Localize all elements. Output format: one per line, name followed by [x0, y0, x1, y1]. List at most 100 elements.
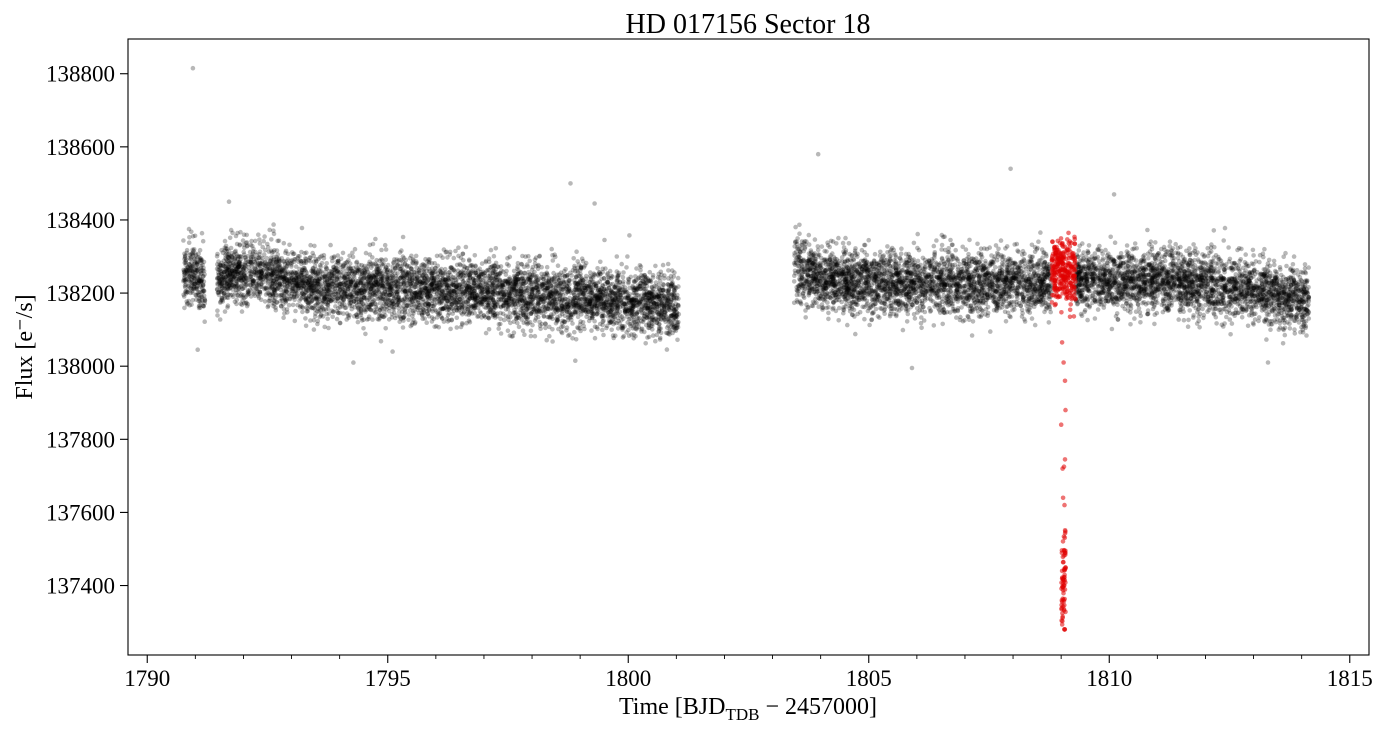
flux-point [653, 338, 658, 344]
flux-point [563, 267, 568, 272]
flux-point [329, 308, 335, 314]
flux-point [189, 268, 194, 274]
flux-point [199, 268, 204, 273]
flux-point [460, 251, 466, 257]
flux-point [196, 271, 201, 277]
flux-point [330, 314, 336, 320]
flux-point [465, 298, 471, 304]
flux-point [397, 319, 403, 325]
flux-point [671, 292, 676, 298]
flux-point [239, 309, 245, 314]
flux-point [196, 267, 201, 272]
flux-point [190, 263, 196, 269]
flux-point [608, 319, 613, 324]
flux-point [198, 278, 204, 283]
flux-point [255, 232, 261, 237]
flux-point [190, 268, 196, 274]
flux-point [191, 272, 196, 278]
flux-point [358, 275, 363, 280]
flux-point [197, 295, 203, 300]
flux-point [185, 265, 190, 271]
flux-point [350, 254, 356, 260]
flux-point [199, 260, 204, 266]
flux-point [192, 267, 197, 273]
flux-points [181, 65, 1312, 371]
flux-point [539, 321, 545, 327]
flux-point [671, 324, 676, 330]
flux-point [189, 277, 194, 282]
flux-point [190, 269, 195, 274]
flux-point [271, 222, 276, 227]
flux-point [186, 226, 192, 232]
flux-point [233, 233, 239, 239]
flux-point [198, 279, 204, 284]
flux-point [195, 280, 201, 286]
flux-point [187, 267, 192, 272]
flux-point [564, 328, 569, 333]
flux-point [200, 283, 206, 289]
flux-point [199, 230, 205, 236]
flux-point [533, 278, 538, 283]
flux-point [490, 295, 495, 300]
flux-point [406, 317, 411, 323]
flux-point [652, 283, 657, 289]
flux-point [189, 286, 194, 292]
flux-point [400, 234, 406, 240]
flux-point [192, 269, 198, 275]
flux-point [587, 274, 593, 279]
flux-point [670, 280, 675, 286]
flux-point [194, 284, 199, 290]
flux-point [243, 260, 248, 265]
flux-point [590, 311, 595, 317]
flux-point [305, 308, 311, 314]
flux-point [186, 261, 192, 267]
flux-point [544, 264, 550, 270]
flux-point [199, 278, 204, 284]
flux-point [428, 293, 433, 298]
flux-point [627, 233, 632, 238]
flux-point [361, 326, 366, 331]
flux-point [620, 335, 626, 340]
flux-point [396, 294, 401, 299]
flux-point [234, 297, 239, 303]
flux-point [344, 317, 350, 322]
flux-point [198, 271, 204, 276]
flux-point [562, 313, 568, 319]
flux-point [227, 235, 233, 241]
flux-point [647, 278, 653, 284]
flux-point [601, 318, 606, 324]
flux-point [189, 302, 194, 307]
flux-point [189, 265, 194, 270]
flux-point [182, 254, 188, 259]
flux-point [461, 298, 466, 303]
flux-point [202, 296, 207, 302]
flux-point [199, 294, 204, 299]
flux-point [201, 279, 207, 284]
flux-point [564, 301, 570, 307]
flux-point [183, 268, 189, 273]
flux-point [185, 267, 190, 273]
flux-point [501, 288, 506, 293]
flux-point [289, 250, 295, 255]
flux-point [190, 263, 195, 269]
flux-point [182, 271, 188, 276]
flux-point [620, 290, 626, 296]
flux-point [675, 275, 681, 281]
flux-point [394, 302, 400, 308]
flux-point [561, 280, 567, 286]
flux-point [511, 246, 517, 251]
flux-point [624, 265, 629, 270]
flux-point [424, 320, 430, 326]
flux-point [284, 284, 289, 289]
flux-point [374, 257, 380, 263]
flux-point [377, 307, 383, 313]
flux-point [198, 266, 204, 271]
flux-point [434, 315, 440, 320]
flux-point [488, 247, 494, 253]
flux-point [268, 282, 274, 287]
flux-point [184, 289, 190, 295]
chart-title: HD 017156 Sector 18 [626, 9, 871, 40]
flux-point [224, 246, 230, 252]
flux-point [192, 281, 197, 286]
